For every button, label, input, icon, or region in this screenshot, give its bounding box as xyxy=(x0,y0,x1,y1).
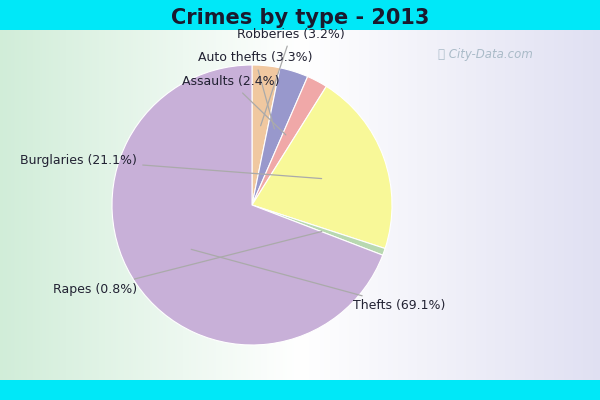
Text: Burglaries (21.1%): Burglaries (21.1%) xyxy=(20,154,322,178)
Wedge shape xyxy=(252,68,308,205)
Wedge shape xyxy=(252,205,385,255)
Text: Thefts (69.1%): Thefts (69.1%) xyxy=(191,249,445,312)
Wedge shape xyxy=(252,76,326,205)
Wedge shape xyxy=(112,65,383,345)
Text: Crimes by type - 2013: Crimes by type - 2013 xyxy=(171,8,429,28)
Text: Robberies (3.2%): Robberies (3.2%) xyxy=(238,28,345,126)
Wedge shape xyxy=(252,65,280,205)
Text: ⓘ City-Data.com: ⓘ City-Data.com xyxy=(438,48,533,61)
Text: Auto thefts (3.3%): Auto thefts (3.3%) xyxy=(197,52,312,129)
Text: Rapes (0.8%): Rapes (0.8%) xyxy=(53,232,322,296)
Wedge shape xyxy=(252,86,392,248)
Text: Assaults (2.4%): Assaults (2.4%) xyxy=(182,75,286,135)
